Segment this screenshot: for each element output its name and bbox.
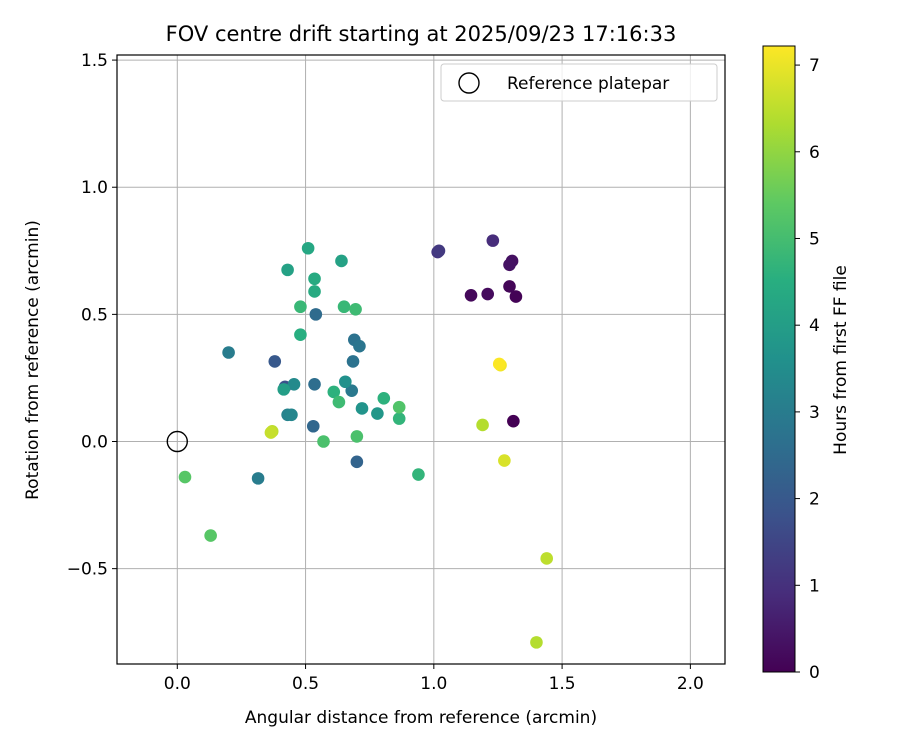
- data-point: [377, 391, 391, 405]
- data-point: [503, 258, 516, 272]
- data-point: [503, 280, 516, 293]
- chart-title: FOV centre drift starting at 2025/09/23 …: [166, 22, 677, 46]
- data-point: [345, 384, 359, 397]
- x-tick-label: 2.0: [677, 674, 704, 694]
- data-point: [509, 290, 523, 303]
- data-point: [337, 300, 351, 314]
- colorbar-label: Hours from first FF file: [831, 265, 851, 455]
- x-tick-label: 1.5: [549, 674, 576, 694]
- data-point: [287, 377, 301, 391]
- plot-frame: [116, 54, 726, 665]
- data-point: [294, 328, 307, 342]
- x-tick-label: 0.0: [164, 674, 191, 694]
- data-point: [507, 414, 520, 428]
- reference-platepar-marker: [166, 430, 188, 453]
- y-axis-ticks: −0.5 0.0 0.5 1.0 1.5: [67, 51, 117, 580]
- x-tick-label: 1.0: [420, 674, 447, 694]
- data-point: [392, 412, 406, 425]
- y-tick-label: 0.5: [81, 305, 108, 325]
- data-point: [432, 244, 446, 258]
- x-tick-label: 0.5: [292, 674, 319, 694]
- data-point: [327, 385, 341, 399]
- data-point: [301, 241, 315, 255]
- data-point: [530, 636, 543, 649]
- y-axis-label: Rotation from reference (arcmin): [23, 220, 43, 500]
- colorbar-tick-label: 0: [809, 663, 820, 683]
- y-tick-label: 1.0: [81, 178, 108, 198]
- legend-box: [440, 63, 718, 102]
- data-point: [346, 355, 360, 368]
- data-point: [349, 302, 362, 316]
- data-point: [481, 287, 495, 301]
- colorbar-tick-label: 7: [809, 56, 820, 76]
- data-point: [264, 426, 278, 439]
- data-point: [308, 377, 321, 391]
- legend-marker: [458, 72, 480, 94]
- data-point: [308, 285, 321, 298]
- colorbar-gradient: [762, 45, 796, 673]
- data-point: [309, 308, 323, 321]
- data-point: [285, 408, 298, 422]
- data-point: [412, 468, 425, 481]
- data-point: [492, 357, 506, 371]
- data-point: [294, 300, 307, 314]
- data-point: [350, 430, 364, 443]
- data-point: [308, 272, 321, 286]
- data-points: [166, 234, 554, 649]
- colorbar-tick-label: 4: [809, 316, 820, 336]
- data-point: [281, 263, 294, 277]
- colorbar-tick-label: 3: [809, 403, 820, 423]
- data-point: [335, 254, 348, 268]
- data-point: [332, 395, 346, 409]
- colorbar-tick-label: 5: [809, 229, 820, 249]
- data-point: [251, 472, 265, 485]
- data-point: [486, 234, 500, 247]
- data-point: [178, 470, 192, 484]
- colorbar-tick-label: 2: [809, 490, 820, 510]
- x-axis-label: Angular distance from reference (arcmin): [245, 708, 597, 728]
- data-point: [339, 375, 352, 389]
- data-point: [371, 407, 384, 420]
- data-point: [353, 339, 366, 353]
- data-point: [355, 402, 369, 415]
- data-point: [277, 383, 291, 396]
- data-point: [464, 288, 478, 302]
- data-point: [476, 418, 489, 432]
- data-point: [350, 455, 364, 469]
- grid-lines: [117, 55, 725, 664]
- data-point: [317, 435, 330, 448]
- data-point: [306, 419, 320, 433]
- data-point: [222, 346, 235, 359]
- x-axis-ticks: 0.0 0.5 1.0 1.5 2.0: [164, 664, 704, 694]
- colorbar-tick-label: 1: [809, 576, 820, 596]
- data-point: [268, 355, 282, 368]
- legend-label: Reference platepar: [507, 74, 669, 94]
- data-point: [540, 552, 554, 565]
- legend: Reference platepar: [440, 63, 718, 102]
- y-tick-label: −0.5: [67, 560, 108, 580]
- y-tick-label: 0.0: [81, 433, 108, 453]
- y-tick-label: 1.5: [81, 51, 108, 71]
- data-point: [498, 454, 511, 467]
- data-point: [392, 400, 406, 414]
- data-point: [204, 529, 217, 542]
- colorbar: 0 1 2 3 4 5 6 7 Hours from first FF file: [762, 45, 851, 683]
- colorbar-tick-label: 6: [809, 143, 820, 163]
- colorbar-ticks: 0 1 2 3 4 5 6 7: [795, 56, 820, 683]
